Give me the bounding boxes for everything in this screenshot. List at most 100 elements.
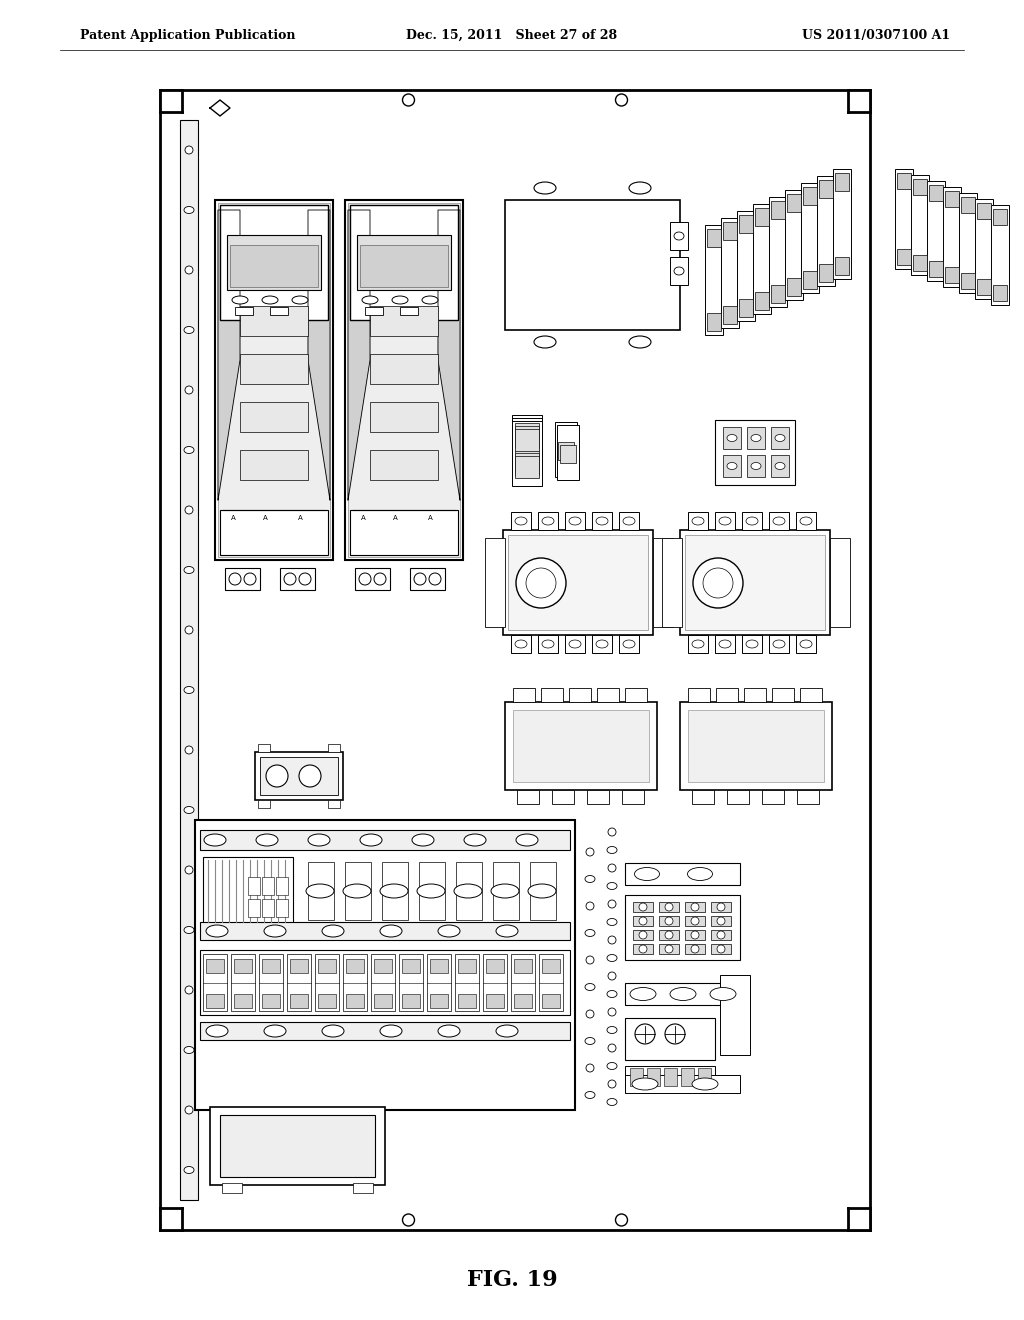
Bar bbox=[787, 194, 801, 213]
Ellipse shape bbox=[542, 517, 554, 525]
Circle shape bbox=[229, 573, 241, 585]
Bar bbox=[835, 257, 849, 275]
Circle shape bbox=[717, 945, 725, 953]
Bar bbox=[833, 169, 851, 279]
Bar bbox=[355, 568, 390, 590]
Bar bbox=[206, 994, 224, 1008]
Bar bbox=[485, 539, 505, 627]
Bar bbox=[512, 414, 542, 480]
Bar bbox=[975, 199, 993, 300]
Bar bbox=[929, 261, 943, 277]
Bar bbox=[505, 702, 657, 789]
Circle shape bbox=[586, 1010, 594, 1018]
Ellipse shape bbox=[775, 434, 785, 441]
Bar bbox=[486, 960, 504, 973]
Bar bbox=[625, 1074, 740, 1093]
Bar bbox=[402, 994, 420, 1008]
Bar bbox=[200, 921, 570, 940]
Ellipse shape bbox=[623, 640, 635, 648]
Ellipse shape bbox=[490, 884, 519, 898]
Bar bbox=[688, 710, 824, 781]
Bar bbox=[328, 800, 340, 808]
Bar bbox=[565, 635, 585, 653]
Ellipse shape bbox=[515, 517, 527, 525]
Bar bbox=[698, 1068, 711, 1086]
Bar bbox=[511, 512, 531, 531]
Polygon shape bbox=[348, 210, 370, 500]
Bar bbox=[625, 863, 740, 884]
Polygon shape bbox=[438, 210, 460, 500]
Bar bbox=[680, 531, 830, 635]
Bar bbox=[350, 205, 458, 319]
Ellipse shape bbox=[206, 1026, 228, 1038]
Bar bbox=[991, 205, 1009, 305]
Ellipse shape bbox=[585, 1092, 595, 1098]
Circle shape bbox=[374, 573, 386, 585]
Ellipse shape bbox=[232, 296, 248, 304]
Ellipse shape bbox=[362, 296, 378, 304]
Bar bbox=[753, 205, 771, 314]
Ellipse shape bbox=[184, 807, 194, 813]
Circle shape bbox=[185, 267, 193, 275]
Bar bbox=[742, 512, 762, 531]
Circle shape bbox=[526, 568, 556, 598]
Bar bbox=[755, 209, 769, 226]
Bar bbox=[210, 1107, 385, 1185]
Text: Patent Application Publication: Patent Application Publication bbox=[80, 29, 296, 41]
Ellipse shape bbox=[585, 983, 595, 990]
Ellipse shape bbox=[515, 640, 527, 648]
Bar bbox=[234, 960, 252, 973]
Ellipse shape bbox=[438, 925, 460, 937]
Bar bbox=[720, 975, 750, 1055]
Ellipse shape bbox=[607, 1098, 617, 1106]
Bar bbox=[796, 512, 816, 531]
Bar bbox=[230, 246, 318, 286]
Circle shape bbox=[185, 1106, 193, 1114]
Bar bbox=[618, 512, 639, 531]
Bar bbox=[427, 954, 451, 1011]
Ellipse shape bbox=[380, 884, 408, 898]
Bar bbox=[455, 954, 479, 1011]
Bar bbox=[410, 568, 445, 590]
Bar bbox=[711, 916, 731, 927]
Bar bbox=[796, 635, 816, 653]
Bar bbox=[290, 994, 308, 1008]
Bar bbox=[365, 308, 383, 315]
Bar bbox=[240, 354, 308, 384]
Bar bbox=[255, 752, 343, 800]
Bar bbox=[538, 512, 558, 531]
Bar bbox=[797, 789, 819, 804]
Bar bbox=[248, 899, 260, 917]
Bar bbox=[512, 418, 542, 483]
Bar bbox=[456, 862, 482, 920]
Bar bbox=[374, 994, 392, 1008]
Circle shape bbox=[608, 900, 616, 908]
Bar bbox=[659, 944, 679, 954]
Bar bbox=[800, 688, 822, 702]
Ellipse shape bbox=[607, 846, 617, 854]
Ellipse shape bbox=[256, 834, 278, 846]
Bar bbox=[685, 931, 705, 940]
Bar bbox=[382, 862, 408, 920]
Bar bbox=[625, 983, 740, 1005]
Ellipse shape bbox=[380, 1026, 402, 1038]
Bar bbox=[633, 931, 653, 940]
Bar bbox=[270, 308, 288, 315]
Ellipse shape bbox=[184, 206, 194, 214]
Ellipse shape bbox=[674, 267, 684, 275]
Bar bbox=[400, 308, 418, 315]
Circle shape bbox=[693, 558, 743, 609]
Bar bbox=[514, 994, 532, 1008]
Ellipse shape bbox=[596, 640, 608, 648]
Ellipse shape bbox=[184, 566, 194, 573]
Bar bbox=[560, 445, 575, 463]
Bar bbox=[220, 1115, 375, 1177]
Ellipse shape bbox=[528, 884, 556, 898]
Bar bbox=[515, 429, 539, 451]
Bar bbox=[830, 539, 850, 627]
Bar bbox=[240, 450, 308, 480]
Bar bbox=[897, 173, 911, 189]
Bar bbox=[755, 292, 769, 310]
Bar bbox=[746, 455, 765, 477]
Bar bbox=[225, 568, 260, 590]
